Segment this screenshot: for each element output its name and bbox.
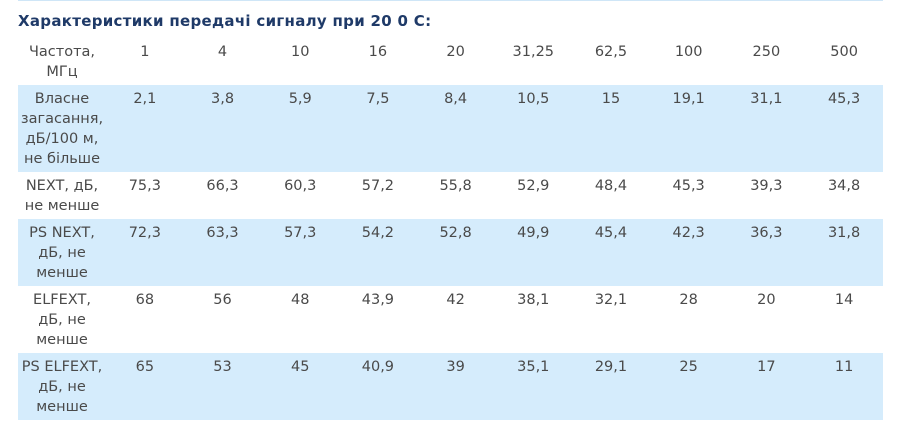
cell: 66,3 <box>206 178 239 194</box>
cell: 2,1 <box>106 85 184 172</box>
cell: 31,25 <box>512 44 555 60</box>
cell: 40,9 <box>339 353 417 420</box>
table-row: PS NEXT, дБ, не менше 72,3 63,3 57,3 54,2 52,… <box>18 219 883 286</box>
cell: 53 <box>183 353 262 420</box>
cell: 16 <box>368 44 388 60</box>
cell: 31,8 <box>805 219 883 286</box>
cell: 15 <box>572 85 650 172</box>
cell: 11 <box>805 353 883 420</box>
cell: 57,3 <box>261 219 340 286</box>
cell: 10 <box>290 44 310 60</box>
cell: 42,3 <box>649 219 728 286</box>
cell: 49,9 <box>494 219 573 286</box>
cell: 32,1 <box>594 292 628 308</box>
cell: 10,5 <box>494 85 573 172</box>
cell: 52,9 <box>517 178 550 194</box>
cell: 39 <box>416 353 495 420</box>
cell: 34,8 <box>827 178 861 194</box>
cell: 38,1 <box>517 292 550 308</box>
row-label: Власне загасання, дБ/100 м, не більше <box>18 85 106 172</box>
row-label: ELFEXT, дБ, не менше <box>33 292 91 348</box>
cell: 39,3 <box>750 178 783 194</box>
cell: 57,2 <box>361 178 395 194</box>
cell: 52,8 <box>416 219 495 286</box>
cell: 100 <box>674 44 703 60</box>
cell: 29,1 <box>572 353 650 420</box>
cell: 250 <box>752 44 781 60</box>
cell: 45,3 <box>805 85 883 172</box>
cell: 20 <box>446 44 465 60</box>
cell: 45 <box>261 353 340 420</box>
cell: 65 <box>106 353 184 420</box>
cell: 14 <box>834 292 854 308</box>
cell: 31,1 <box>727 85 806 172</box>
cell: 28 <box>679 292 698 308</box>
table-row: PS ELFEXT, дБ, не менше 65 53 45 40,9 39 35,1 2… <box>18 353 883 420</box>
cell: 43,9 <box>361 292 395 308</box>
cell: 3,8 <box>183 85 262 172</box>
cell: 8,4 <box>416 85 495 172</box>
row-label: NEXT, дБ, не менше <box>24 178 100 214</box>
top-rule <box>18 0 883 1</box>
row-label: PS ELFEXT, дБ, не менше <box>18 353 106 420</box>
cell: 500 <box>830 44 858 60</box>
cell: 55,8 <box>439 178 472 194</box>
cell: 48 <box>290 292 310 308</box>
cell: 63,3 <box>183 219 262 286</box>
cell: 45,4 <box>572 219 650 286</box>
cell: 19,1 <box>649 85 728 172</box>
cell: 75,3 <box>128 178 161 194</box>
cell: 36,3 <box>727 219 806 286</box>
cell: 1 <box>140 44 150 60</box>
row-label: Частота, МГц <box>28 44 96 80</box>
table-row: Частота, МГц 1 4 10 16 20 31,25 62,5 100 250 500 <box>18 38 883 85</box>
cell: 5,9 <box>261 85 340 172</box>
table-row: NEXT, дБ, не менше 75,3 66,3 60,3 57,2 55,8 52… <box>18 172 883 219</box>
cell: 48,4 <box>594 178 628 194</box>
row-label: PS NEXT, дБ, не менше <box>18 219 106 286</box>
cell: 54,2 <box>339 219 417 286</box>
table-row: ELFEXT, дБ, не менше 68 56 48 43,9 42 38,1 32,1… <box>18 286 883 353</box>
cell: 42 <box>446 292 465 308</box>
cell: 20 <box>757 292 776 308</box>
cell: 7,5 <box>339 85 417 172</box>
cell: 62,5 <box>594 44 628 60</box>
cell: 4 <box>217 44 228 60</box>
table-row: Власне загасання, дБ/100 м, не більше 2,1… <box>18 85 883 172</box>
cell: 68 <box>135 292 155 308</box>
cell: 35,1 <box>494 353 573 420</box>
cell: 72,3 <box>106 219 184 286</box>
table-title: Характеристики передачі сигналу при 20 0… <box>18 12 432 30</box>
spec-table: Частота, МГц 1 4 10 16 20 31,25 62,5 100 250 500 Вл… <box>18 38 883 420</box>
cell: 45,3 <box>672 178 705 194</box>
cell: 56 <box>213 292 232 308</box>
cell: 60,3 <box>284 178 317 194</box>
cell: 17 <box>727 353 806 420</box>
cell: 25 <box>649 353 728 420</box>
